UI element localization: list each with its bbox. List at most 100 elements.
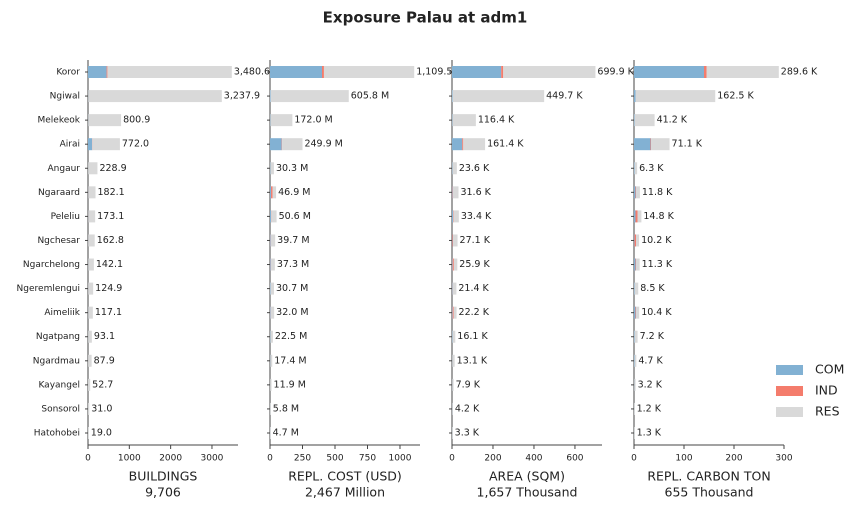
bar-segment <box>452 210 454 223</box>
bar-segment <box>452 378 454 391</box>
y-tick-label: Sonsorol <box>41 404 80 414</box>
legend-label: RES <box>815 404 840 419</box>
bar-segment <box>463 138 486 151</box>
bar-segment <box>270 66 322 78</box>
value-label: 7.2 K <box>640 331 665 342</box>
value-label: 699.9 K <box>597 67 634 78</box>
value-label: 3.3 K <box>455 428 480 439</box>
bar-segment <box>88 66 107 78</box>
value-label: 117.1 <box>95 307 122 318</box>
bar-segment <box>634 330 638 343</box>
y-tick-label: Ngatpang <box>36 332 80 342</box>
y-tick-label: Airai <box>60 140 80 150</box>
value-label: 772.0 <box>122 139 149 150</box>
bar-segment <box>452 402 453 415</box>
bar-segment <box>452 258 454 271</box>
value-label: 3,237.9 <box>224 91 260 102</box>
bar-segment <box>270 210 272 223</box>
value-label: 172.0 M <box>294 115 332 126</box>
x-axis-label: REPL. COST (USD) <box>288 469 402 484</box>
bar-segment <box>270 162 274 175</box>
bar-segment <box>452 306 454 319</box>
bar-segment <box>503 66 596 78</box>
bar-segment <box>635 210 638 223</box>
bar-segment <box>270 186 272 199</box>
bar-segment <box>88 282 94 295</box>
value-label: 605.8 M <box>351 91 389 102</box>
x-tick-label: 100 <box>675 454 692 464</box>
value-label: 11.8 K <box>642 187 673 198</box>
bar-segment <box>282 138 303 151</box>
bar-segment <box>88 378 91 391</box>
bar-segment <box>88 427 89 439</box>
value-label: 71.1 K <box>672 139 703 150</box>
value-label: 142.1 <box>96 259 123 270</box>
bar-segment <box>634 114 655 127</box>
value-label: 87.9 <box>94 355 115 366</box>
bar-segment <box>635 306 636 319</box>
value-label: 50.6 M <box>279 211 311 222</box>
value-label: 10.2 K <box>641 235 672 246</box>
bar-segment <box>107 66 232 78</box>
bar-segment <box>88 138 93 151</box>
bar-segment <box>453 210 459 223</box>
bar-segment <box>636 306 640 319</box>
value-label: 1.2 K <box>637 403 662 414</box>
bar-segment <box>270 378 272 391</box>
bar-segment <box>321 66 324 78</box>
value-label: 182.1 <box>98 187 125 198</box>
y-tick-label: Ngarchelong <box>23 260 80 270</box>
x-tick-label: 1000 <box>118 454 141 464</box>
x-tick-label: 750 <box>359 454 376 464</box>
x-axis-label: REPL. CARBON TON <box>647 469 770 484</box>
value-label: 249.9 M <box>304 139 342 150</box>
x-tick-label: 0 <box>631 454 637 464</box>
bar-segment <box>270 354 273 367</box>
value-label: 4.7 K <box>638 355 663 366</box>
y-tick-label: Koror <box>56 68 80 78</box>
y-tick-label: Ngeremlengui <box>17 284 80 294</box>
bar-segment <box>452 330 456 343</box>
bar-segment <box>634 90 636 103</box>
bar-segment <box>106 66 108 78</box>
bar-segment <box>452 354 455 367</box>
x-tick-label: 0 <box>449 454 455 464</box>
value-label: 6.3 K <box>639 163 664 174</box>
value-label: 30.7 M <box>276 283 308 294</box>
bar-segment <box>634 210 636 223</box>
x-tick-label: 200 <box>484 454 501 464</box>
bar-segment <box>634 186 636 199</box>
value-label: 7.9 K <box>456 379 481 390</box>
x-tick-label: 500 <box>326 454 343 464</box>
legend-swatch <box>776 407 803 417</box>
bar-segment <box>634 138 651 151</box>
bar-segment <box>452 282 457 295</box>
bar-segment <box>88 210 96 223</box>
x-tick-label: 3000 <box>201 454 224 464</box>
y-tick-label: Ngiwal <box>50 92 80 102</box>
y-tick-label: Hatohobei <box>34 429 80 439</box>
bar-segment <box>88 402 90 415</box>
value-label: 27.1 K <box>460 235 491 246</box>
value-label: 162.5 K <box>717 91 754 102</box>
bar-segment <box>92 138 120 151</box>
bar-segment <box>270 306 275 319</box>
bar-segment <box>634 114 635 127</box>
x-tick-label: 200 <box>725 454 742 464</box>
x-axis-subtitle: 2,467 Million <box>305 485 385 500</box>
y-tick-label: Ngchesar <box>37 236 80 246</box>
bar-segment <box>636 186 640 199</box>
value-label: 39.7 M <box>277 235 309 246</box>
bar-segment <box>270 90 271 103</box>
bar-segment <box>636 258 640 271</box>
value-label: 14.8 K <box>643 211 674 222</box>
bar-segment <box>88 162 98 175</box>
value-label: 31.6 K <box>460 187 491 198</box>
value-label: 173.1 <box>97 211 124 222</box>
value-label: 161.4 K <box>487 139 524 150</box>
value-label: 17.4 M <box>274 355 306 366</box>
y-tick-label: Kayangel <box>38 380 80 390</box>
value-label: 13.1 K <box>457 355 488 366</box>
bar-segment <box>453 306 457 319</box>
